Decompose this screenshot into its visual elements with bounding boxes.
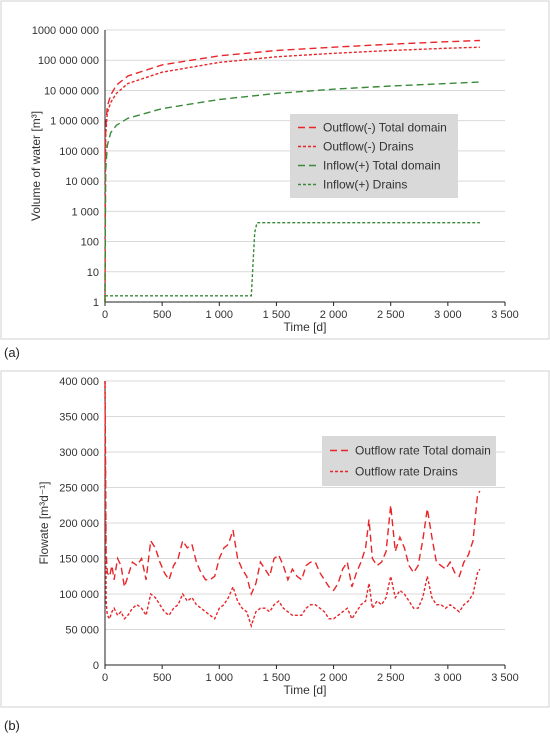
y-tick-label: 10 000 [65,176,99,188]
flowrate-chart: 0 50 000 100 000 150 000 200 000 250 000 300 0… [0,370,550,708]
legend-box [322,436,496,486]
series-line-4 [105,221,480,297]
y-tick-label: 0 [93,660,99,672]
chart-panel-a: 1 10 100 1 000 10 000 100 000 1 000 000 10 000 … [0,0,550,370]
y-tick-label: 150 000 [59,554,99,566]
panel-label-b: (b) [4,718,20,733]
y-tick-label: 250 000 [59,483,99,495]
y-tick-label: 100 [81,237,99,249]
x-tick-label: 1 000 [206,309,234,321]
x-tick-label: 3 000 [434,309,462,321]
y-tick-label: 10 [87,267,99,279]
x-tick-label: 1 000 [206,672,234,684]
x-tick-label: 0 [102,309,108,321]
x-tick-label: 2 000 [320,672,348,684]
legend-entry-2: Outflow(-) Drains [323,140,414,154]
x-tick-label: 3 500 [491,309,519,321]
series-line-3 [104,81,480,303]
y-tick-label: 350 000 [59,412,99,424]
y-axis-label: Flowate [m³d⁻¹] [37,481,51,564]
y-axis-label: Volume of water [m³] [29,111,43,221]
chart-frame [0,370,550,708]
y-tick-label: 100 000 [59,589,99,601]
x-tick-label: 0 [102,672,108,684]
y-tick-label: 1000 000 000 [32,25,99,37]
y-tick-label: 1 000 000 [50,116,99,128]
legend-entry-1: Outflow(-) Total domain [323,121,447,135]
panel-label-a: (a) [4,345,20,360]
y-tick-label: 1 [93,297,99,309]
x-tick-label: 2 500 [377,672,405,684]
y-tick-label: 300 000 [59,447,99,459]
x-tick-label: 2 000 [320,309,348,321]
x-axis-label: Time [d] [284,683,327,697]
y-tick-label: 100 000 000 [38,55,99,67]
y-tick-label: 10 000 000 [44,85,99,97]
x-tick-label: 1 500 [263,672,291,684]
y-tick-label: 1 000 [71,206,99,218]
y-tick-label: 400 000 [59,376,99,388]
volume-chart: 1 10 100 1 000 10 000 100 000 1 000 000 10 000 … [0,0,550,340]
chart-panel-b: 0 50 000 100 000 150 000 200 000 250 000 300 0… [0,370,550,744]
x-tick-label: 3 500 [491,672,519,684]
x-tick-label: 2 500 [377,309,405,321]
legend-box [290,114,458,198]
chart-frame [0,0,550,340]
x-tick-label: 3 000 [434,672,462,684]
series-line-1 [104,39,480,303]
y-tick-label: 200 000 [59,518,99,530]
x-tick-label: 500 [153,672,171,684]
x-axis-label: Time [d] [284,320,327,334]
series-line-2 [104,46,480,303]
y-tick-label: 50 000 [65,625,99,637]
legend-entry-3: Inflow(+) Total domain [323,159,441,173]
y-tick-label: 100 000 [59,146,99,158]
x-tick-label: 1 500 [263,309,291,321]
x-tick-label: 500 [153,309,171,321]
series-line-1 [104,380,481,597]
legend-entry-4: Inflow(+) Drains [323,178,407,192]
legend-entry-2: Outflow rate Drains [355,465,458,479]
legend-entry-1: Outflow rate Total domain [355,444,491,458]
